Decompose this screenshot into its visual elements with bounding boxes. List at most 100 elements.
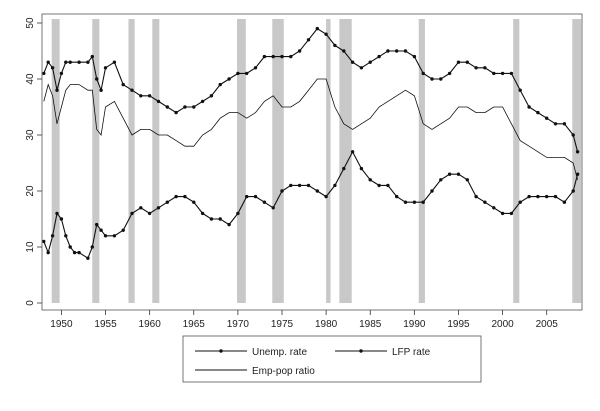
recession-band <box>272 19 284 303</box>
data-point <box>553 122 558 126</box>
data-point <box>64 60 68 64</box>
series-line <box>43 78 578 180</box>
data-point <box>165 200 169 204</box>
data-point <box>500 71 505 76</box>
data-point <box>421 200 425 204</box>
data-point <box>139 94 143 98</box>
data-point <box>447 71 452 76</box>
data-point <box>200 211 205 216</box>
x-tick-label: 1950 <box>50 319 73 330</box>
data-point <box>46 60 50 64</box>
data-point <box>456 60 461 64</box>
data-point <box>130 88 134 92</box>
data-point <box>280 54 284 59</box>
data-point <box>90 54 95 59</box>
data-point <box>90 245 95 249</box>
data-point <box>545 116 549 120</box>
data-point <box>289 183 293 188</box>
data-point <box>55 88 59 92</box>
data-point <box>333 43 337 48</box>
data-point <box>68 60 72 64</box>
data-point <box>156 206 161 210</box>
legend-label: Emp-pop ratio <box>252 366 315 377</box>
data-point <box>95 222 99 227</box>
legend-box <box>182 335 482 383</box>
recession-band <box>51 19 60 303</box>
data-point <box>536 110 540 115</box>
x-tick-label: 1955 <box>94 319 117 330</box>
data-point <box>465 60 469 64</box>
legend-label: LFP rate <box>392 347 431 358</box>
x-tick-label: 1970 <box>227 319 250 330</box>
data-point <box>509 211 514 216</box>
series-unemp-rate <box>42 150 580 260</box>
data-point <box>64 234 68 238</box>
legend: Unemp. rate LFP rate Emp-pop ratio <box>182 335 482 383</box>
data-point <box>183 105 187 109</box>
data-point <box>99 88 103 92</box>
data-point <box>527 194 531 199</box>
data-point <box>492 71 496 76</box>
data-point <box>430 77 434 81</box>
data-point <box>156 99 161 104</box>
data-point <box>465 178 469 182</box>
data-point <box>262 200 267 204</box>
y-tick-label: 40 <box>25 73 36 85</box>
data-point <box>386 183 390 188</box>
legend-marker <box>359 349 363 353</box>
data-point <box>50 66 55 70</box>
data-point <box>86 256 90 260</box>
data-point <box>77 250 81 255</box>
data-point <box>412 200 417 204</box>
data-point <box>289 54 293 59</box>
data-point <box>50 234 55 238</box>
data-point <box>46 250 50 255</box>
data-point <box>359 66 364 70</box>
data-point <box>218 217 222 221</box>
data-point <box>130 211 134 216</box>
data-point <box>147 211 152 216</box>
data-point <box>483 200 487 204</box>
data-point <box>342 49 346 53</box>
data-point <box>359 166 364 171</box>
recession-shading <box>51 19 582 303</box>
data-point <box>121 228 125 232</box>
y-tick-label: 10 <box>25 241 36 253</box>
data-point <box>236 71 240 76</box>
data-point <box>350 60 355 64</box>
recession-band <box>152 19 160 303</box>
data-point <box>492 206 496 210</box>
data-point <box>103 66 108 70</box>
legend-label: Unemp. rate <box>252 347 307 358</box>
data-point <box>209 217 214 221</box>
data-point <box>439 77 443 81</box>
data-point <box>165 105 169 109</box>
data-point <box>236 211 240 216</box>
data-point <box>368 60 372 64</box>
data-point <box>509 71 514 76</box>
data-point <box>245 71 249 76</box>
y-tick-label: 30 <box>25 129 36 141</box>
data-point <box>227 222 231 227</box>
data-point <box>324 32 328 36</box>
data-point <box>315 26 319 31</box>
recession-band <box>128 19 135 303</box>
x-tick-label: 1960 <box>139 319 162 330</box>
recession-band <box>418 19 425 303</box>
data-point <box>571 189 575 193</box>
data-point <box>562 200 567 204</box>
data-point <box>430 189 434 193</box>
data-point <box>518 200 522 204</box>
data-point <box>456 172 461 176</box>
data-point <box>395 194 399 199</box>
x-tick-label: 2000 <box>491 319 514 330</box>
data-point <box>324 194 328 199</box>
data-point <box>55 211 59 216</box>
data-point <box>280 189 284 193</box>
data-point <box>527 105 531 109</box>
y-tick-label: 20 <box>25 185 36 197</box>
axes: 0 10 20 30 40 50 1950 1955 1960 1965 1970 1975 1980 1… <box>25 13 583 330</box>
data-point <box>342 166 346 171</box>
data-point <box>147 94 152 98</box>
data-point <box>99 228 103 232</box>
